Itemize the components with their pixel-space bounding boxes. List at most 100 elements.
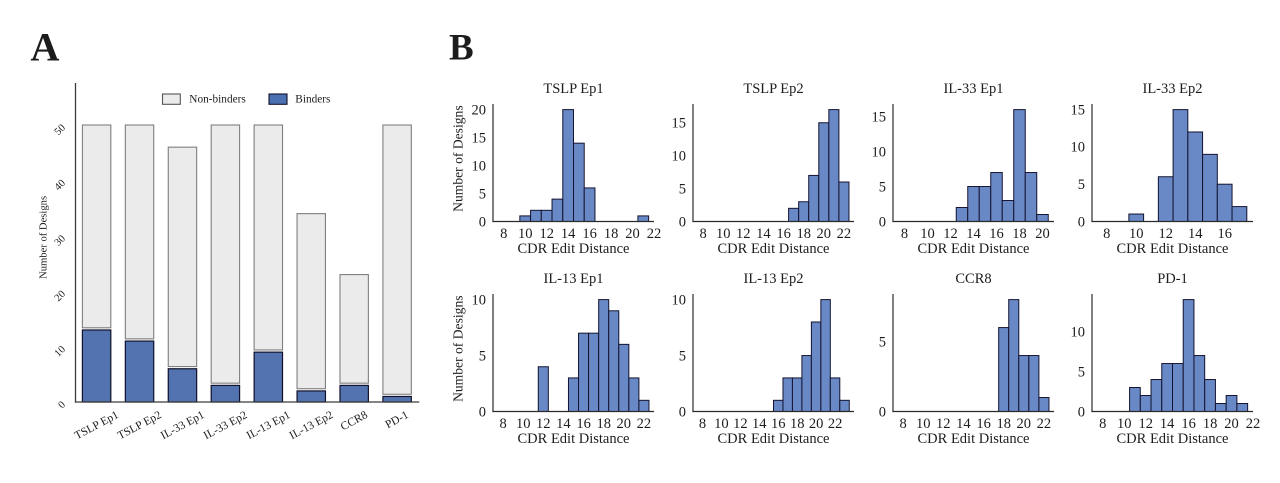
svg-text:TSLP Ep1: TSLP Ep1 [73, 409, 121, 442]
svg-text:20: 20 [1224, 416, 1239, 432]
svg-text:40: 40 [53, 178, 68, 193]
svg-text:5: 5 [1078, 364, 1085, 380]
svg-text:0: 0 [879, 214, 886, 230]
svg-text:5: 5 [479, 186, 486, 202]
svg-text:CCR8: CCR8 [955, 271, 991, 287]
svg-text:IL-33 Ep2: IL-33 Ep2 [202, 409, 250, 442]
svg-text:8: 8 [899, 416, 906, 432]
svg-text:5: 5 [679, 348, 686, 364]
svg-text:20: 20 [1017, 416, 1032, 432]
svg-text:IL-33 Ep1: IL-33 Ep1 [159, 409, 207, 442]
svg-text:TSLP Ep2: TSLP Ep2 [116, 409, 164, 442]
svg-text:14: 14 [1160, 416, 1175, 432]
svg-text:20: 20 [1035, 226, 1050, 242]
svg-text:16: 16 [1181, 416, 1196, 432]
svg-text:8: 8 [499, 416, 506, 432]
svg-text:14: 14 [956, 416, 971, 432]
svg-text:5: 5 [679, 181, 686, 197]
svg-text:10: 10 [518, 226, 533, 242]
svg-text:Non-binders: Non-binders [189, 93, 245, 105]
svg-text:5: 5 [879, 334, 886, 350]
svg-text:22: 22 [837, 226, 852, 242]
svg-text:CDR Edit Distance: CDR Edit Distance [918, 431, 1030, 447]
svg-text:50: 50 [53, 123, 68, 138]
svg-text:10: 10 [1071, 140, 1086, 156]
svg-text:10: 10 [472, 158, 487, 174]
svg-text:22: 22 [637, 416, 652, 432]
svg-text:8: 8 [1099, 416, 1106, 432]
svg-text:CDR Edit Distance: CDR Edit Distance [1117, 431, 1229, 447]
svg-text:PD-1: PD-1 [1157, 271, 1188, 287]
svg-text:16: 16 [771, 416, 786, 432]
svg-text:10: 10 [916, 416, 931, 432]
svg-text:30: 30 [53, 233, 68, 248]
svg-text:16: 16 [989, 226, 1004, 242]
svg-text:IL-13 Ep2: IL-13 Ep2 [288, 409, 336, 442]
svg-text:12: 12 [733, 416, 748, 432]
svg-text:18: 18 [596, 416, 611, 432]
svg-text:Number of Designs: Number of Designs [451, 105, 466, 211]
svg-text:0: 0 [879, 404, 886, 420]
svg-text:10: 10 [1071, 324, 1086, 340]
svg-text:10: 10 [714, 416, 729, 432]
svg-text:16: 16 [582, 226, 597, 242]
svg-text:15: 15 [872, 109, 887, 125]
svg-text:0: 0 [479, 404, 486, 420]
svg-text:TSLP Ep2: TSLP Ep2 [743, 81, 803, 97]
svg-text:18: 18 [796, 226, 811, 242]
svg-text:CDR Edit Distance: CDR Edit Distance [918, 241, 1030, 257]
svg-text:10: 10 [920, 226, 935, 242]
svg-text:IL-33 Ep2: IL-33 Ep2 [1143, 81, 1203, 97]
svg-text:10: 10 [716, 226, 731, 242]
svg-text:10: 10 [1129, 226, 1144, 242]
svg-text:10: 10 [472, 292, 487, 308]
svg-text:14: 14 [561, 226, 576, 242]
svg-text:8: 8 [500, 226, 507, 242]
svg-text:15: 15 [672, 116, 687, 132]
svg-text:0: 0 [1078, 214, 1085, 230]
svg-text:10: 10 [672, 149, 687, 165]
svg-text:22: 22 [1246, 416, 1261, 432]
svg-text:Number of Designs: Number of Designs [39, 196, 50, 279]
svg-text:5: 5 [1078, 177, 1085, 193]
svg-text:18: 18 [1203, 416, 1218, 432]
svg-text:12: 12 [736, 226, 751, 242]
svg-text:10: 10 [53, 344, 68, 359]
svg-text:12: 12 [1158, 226, 1173, 242]
svg-text:8: 8 [699, 226, 706, 242]
svg-text:22: 22 [1037, 416, 1052, 432]
svg-text:14: 14 [1188, 226, 1203, 242]
svg-text:22: 22 [828, 416, 843, 432]
svg-text:IL-13 Ep1: IL-13 Ep1 [544, 271, 604, 287]
svg-text:PD-1: PD-1 [384, 409, 411, 431]
svg-text:20: 20 [625, 226, 640, 242]
svg-text:16: 16 [976, 416, 991, 432]
svg-text:14: 14 [556, 416, 571, 432]
svg-text:12: 12 [1138, 416, 1153, 432]
svg-text:12: 12 [936, 416, 951, 432]
svg-text:0: 0 [56, 400, 67, 411]
svg-text:18: 18 [1012, 226, 1027, 242]
svg-text:CDR Edit Distance: CDR Edit Distance [518, 241, 630, 257]
svg-text:14: 14 [756, 226, 771, 242]
svg-text:Number of Designs: Number of Designs [451, 295, 466, 401]
svg-text:8: 8 [699, 416, 706, 432]
svg-text:CDR Edit Distance: CDR Edit Distance [718, 241, 830, 257]
svg-text:20: 20 [472, 102, 487, 118]
svg-text:18: 18 [604, 226, 619, 242]
svg-text:10: 10 [672, 292, 687, 308]
svg-text:5: 5 [879, 179, 886, 195]
svg-text:A: A [31, 25, 60, 70]
svg-text:12: 12 [536, 416, 551, 432]
svg-text:18: 18 [790, 416, 805, 432]
svg-text:15: 15 [472, 130, 487, 146]
svg-text:0: 0 [679, 214, 686, 230]
svg-text:0: 0 [479, 214, 486, 230]
svg-text:18: 18 [996, 416, 1011, 432]
svg-text:IL-33 Ep1: IL-33 Ep1 [944, 81, 1004, 97]
svg-text:10: 10 [1117, 416, 1132, 432]
svg-text:20: 20 [53, 289, 68, 304]
svg-text:22: 22 [647, 226, 662, 242]
svg-text:0: 0 [679, 404, 686, 420]
svg-text:10: 10 [516, 416, 531, 432]
